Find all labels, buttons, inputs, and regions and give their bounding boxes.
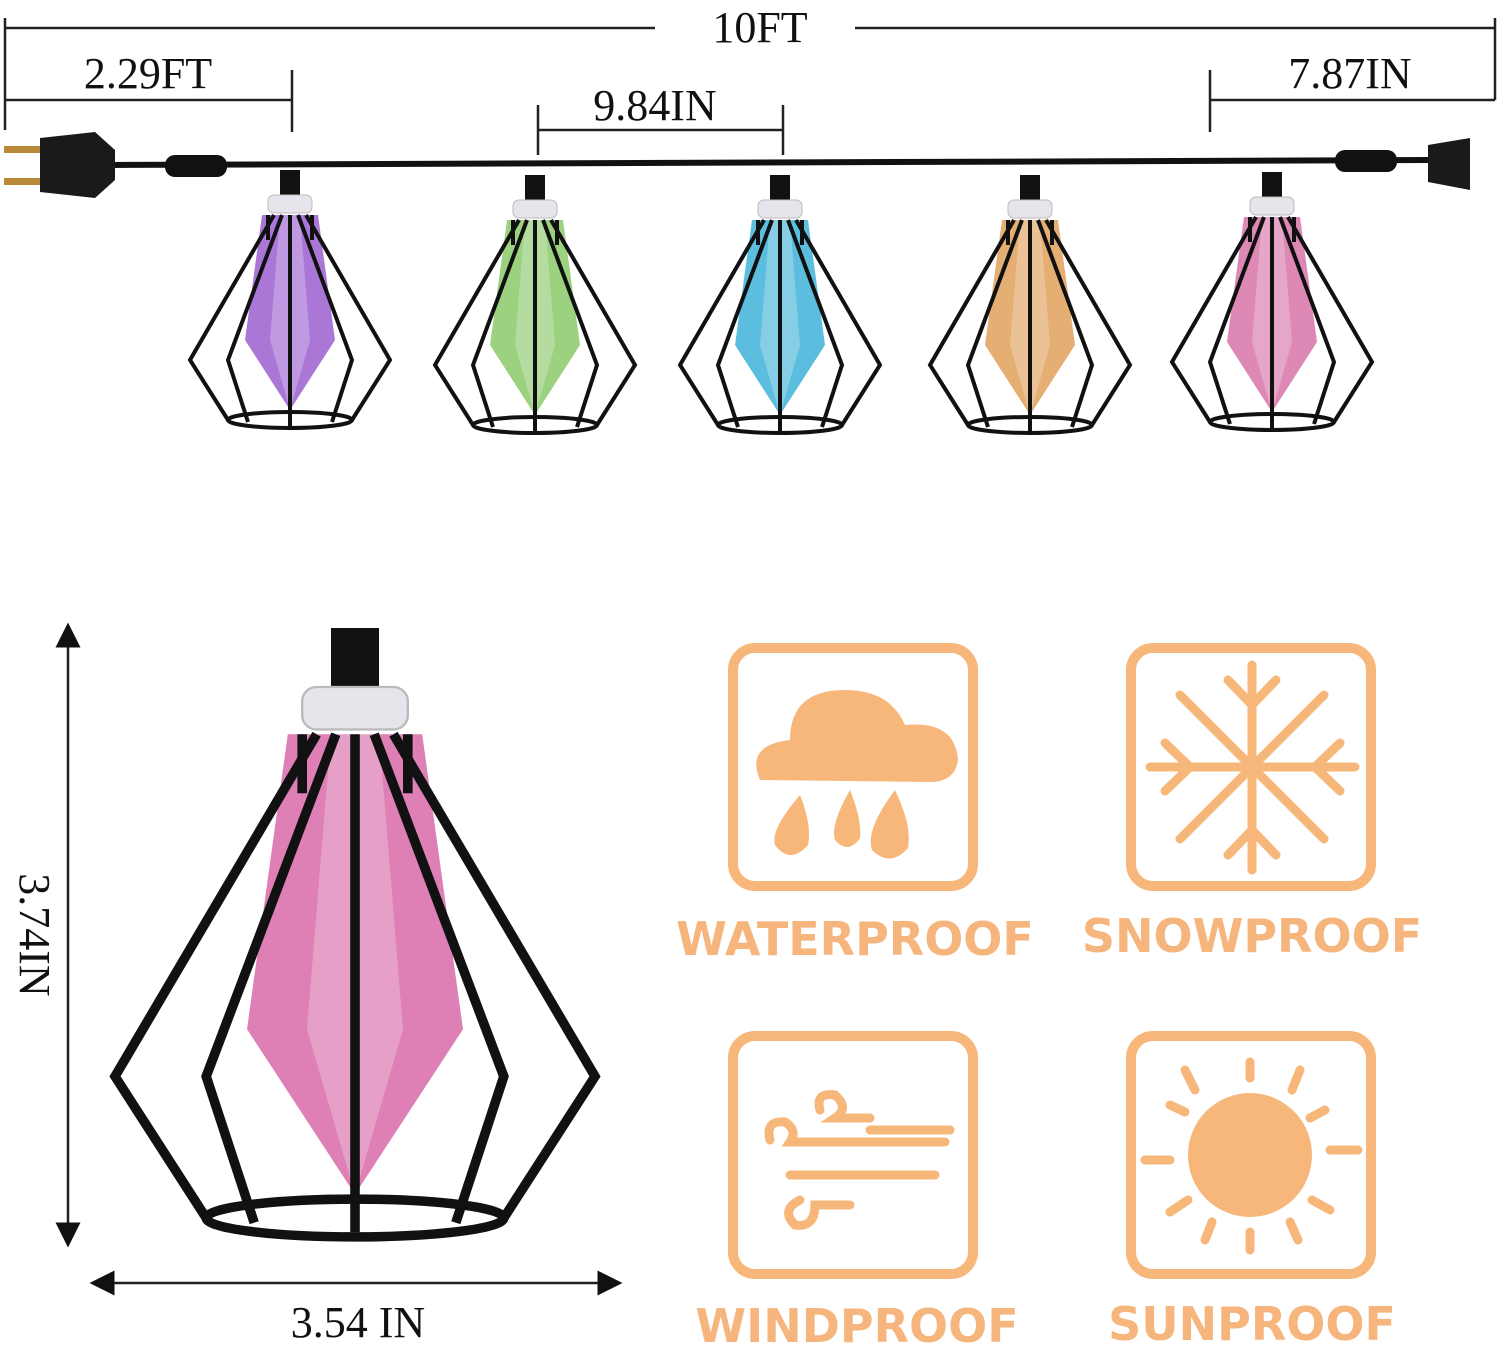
feature-label: SNOWPROOF [1082,909,1422,963]
feature-label: SUNPROOF [1108,1297,1396,1348]
lamp-detail [115,628,595,1237]
string-cord [4,132,1470,198]
lamps [188,168,1374,435]
feature-label: WATERPROOF [676,912,1034,966]
lamp-width: 3.54 IN [291,1298,425,1347]
dimension-lines [3,18,1497,155]
end-cord-length: 7.87IN [1288,49,1411,98]
feature-icons [728,643,1376,1279]
feature-label: WINDPROOF [695,1299,1018,1348]
lead-cord-length: 2.29FT [84,49,212,98]
bulb-spacing: 9.84IN [593,81,716,130]
total-length: 10FT [712,3,807,52]
lamp-height: 3.74IN [10,873,59,996]
